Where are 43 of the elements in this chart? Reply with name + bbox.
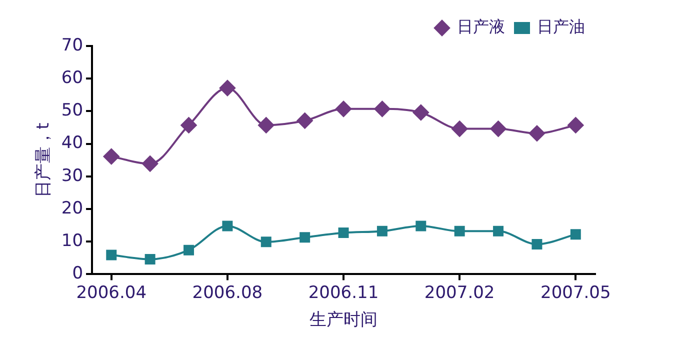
point (452, 120, 468, 137)
point (412, 104, 429, 121)
point (374, 100, 390, 117)
point (258, 117, 274, 134)
x-tick-label: 2007.02 (424, 282, 495, 303)
x-tick-label: 2006.08 (192, 282, 263, 303)
y-tick-label: 20 (61, 198, 84, 218)
y-tick-label: 30 (61, 166, 84, 186)
point (103, 148, 120, 165)
point (568, 117, 584, 134)
point (144, 254, 156, 264)
point (336, 100, 352, 117)
point (376, 226, 388, 236)
y-tick-label: 40 (61, 133, 84, 154)
legend-label: 日产液 (457, 17, 505, 36)
point (493, 226, 504, 236)
point (180, 117, 197, 134)
x-tick-label: 2007.05 (540, 282, 611, 303)
point (219, 80, 236, 96)
point (222, 220, 233, 232)
legend-label: 日产油 (537, 17, 585, 36)
point (260, 236, 272, 248)
point (300, 232, 310, 243)
point (296, 112, 313, 129)
y-tick-label: 60 (61, 68, 84, 88)
y-tick-label: 0 (72, 264, 84, 284)
point (490, 120, 506, 137)
y-tick-label: 70 (61, 35, 84, 56)
x-tick-label: 2006.11 (308, 282, 379, 303)
point (184, 244, 194, 256)
y-axis-title: 日产量，t (34, 122, 54, 198)
y-tick-label: 50 (61, 100, 84, 121)
point (532, 238, 542, 250)
point (454, 226, 465, 236)
x-axis-title: 生产时间 (310, 310, 378, 330)
y-tick-label: 10 (61, 231, 84, 252)
point (142, 156, 158, 172)
point (570, 229, 581, 240)
point (338, 228, 349, 238)
point (106, 250, 117, 260)
point (528, 125, 545, 142)
point (416, 220, 426, 232)
x-tick-label: 2006.04 (76, 282, 147, 303)
